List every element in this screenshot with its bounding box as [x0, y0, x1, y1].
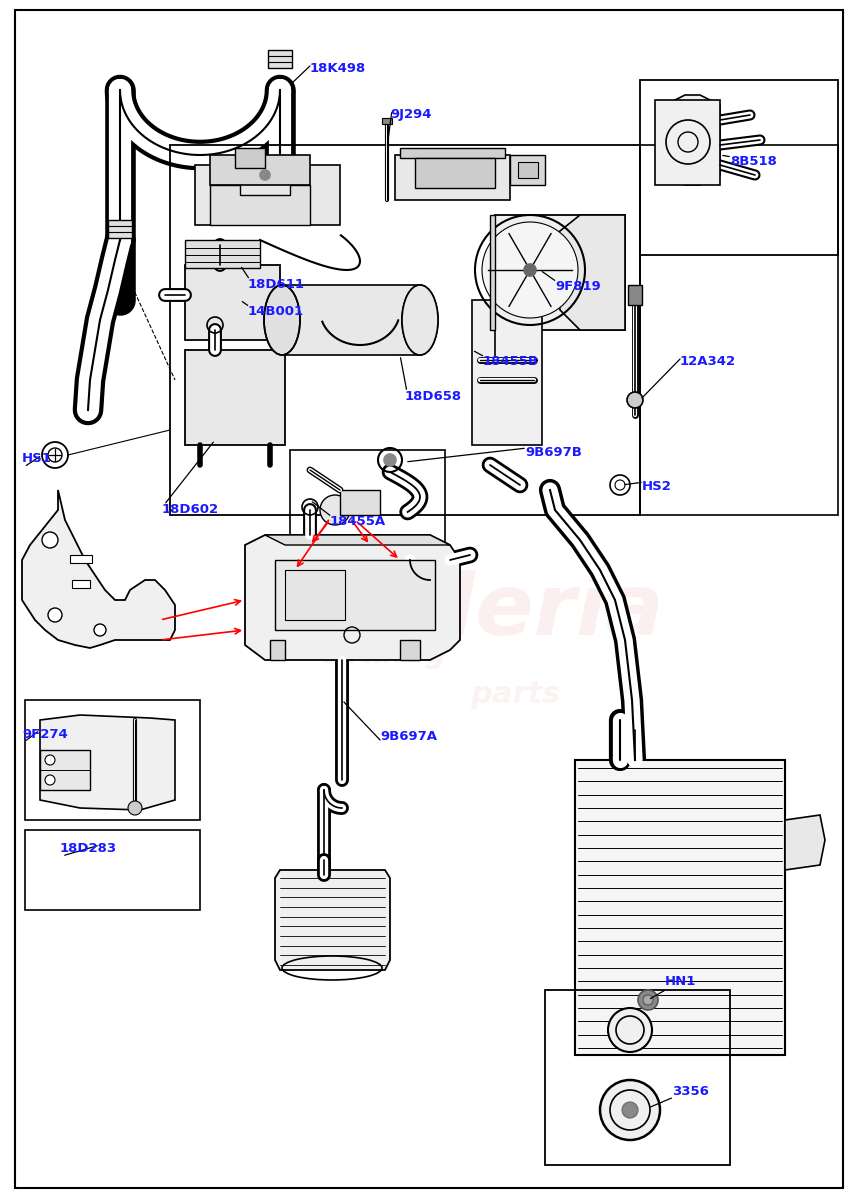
Polygon shape: [265, 535, 450, 545]
Bar: [340, 490, 380, 515]
Circle shape: [45, 755, 55, 766]
Text: catalog: catalog: [320, 640, 447, 670]
Bar: [275, 560, 435, 630]
Text: 9F819: 9F819: [555, 280, 601, 293]
Bar: [235, 148, 265, 168]
Circle shape: [638, 990, 658, 1010]
Circle shape: [643, 995, 653, 1006]
Bar: [628, 284, 642, 305]
Circle shape: [320, 494, 350, 526]
Bar: [72, 580, 90, 588]
Circle shape: [94, 624, 106, 636]
Ellipse shape: [264, 284, 300, 355]
Polygon shape: [785, 815, 825, 870]
Circle shape: [622, 1102, 638, 1118]
Bar: [25, 700, 200, 820]
Circle shape: [600, 1080, 660, 1140]
Bar: [25, 830, 200, 910]
Polygon shape: [40, 715, 175, 810]
Bar: [575, 760, 785, 1055]
Bar: [290, 450, 445, 560]
Text: 9J294: 9J294: [390, 108, 432, 121]
Circle shape: [128, 802, 142, 815]
Bar: [185, 265, 280, 340]
Text: 8B518: 8B518: [730, 155, 776, 168]
Polygon shape: [395, 155, 510, 200]
Text: parts: parts: [470, 680, 560, 709]
Text: 18455A: 18455A: [330, 515, 386, 528]
Text: HS1: HS1: [22, 452, 51, 464]
Text: 3356: 3356: [672, 1085, 709, 1098]
Bar: [510, 155, 545, 185]
Text: 9B697B: 9B697B: [525, 446, 582, 458]
Bar: [285, 570, 345, 620]
Circle shape: [608, 1008, 652, 1052]
Bar: [382, 118, 392, 124]
Text: HS2: HS2: [642, 480, 672, 493]
Polygon shape: [400, 148, 505, 158]
Polygon shape: [490, 215, 495, 330]
Circle shape: [260, 170, 270, 180]
Bar: [185, 240, 260, 268]
Text: 14B001: 14B001: [248, 305, 304, 318]
Text: 9F274: 9F274: [22, 728, 68, 740]
Polygon shape: [210, 185, 310, 226]
Polygon shape: [495, 215, 625, 330]
Polygon shape: [400, 640, 420, 660]
Bar: [170, 145, 640, 515]
Bar: [545, 990, 730, 1165]
Text: 18D658: 18D658: [405, 390, 462, 403]
Circle shape: [48, 608, 62, 622]
Circle shape: [482, 222, 578, 318]
Bar: [655, 100, 720, 185]
Circle shape: [627, 392, 643, 408]
Text: HN1: HN1: [665, 974, 697, 988]
Bar: [282, 284, 420, 355]
Text: 18D602: 18D602: [162, 503, 219, 516]
Bar: [415, 158, 495, 188]
Bar: [40, 750, 90, 790]
Circle shape: [45, 775, 55, 785]
Text: 18D611: 18D611: [248, 278, 305, 290]
Circle shape: [42, 532, 58, 548]
Bar: [640, 80, 838, 254]
Polygon shape: [195, 164, 340, 226]
Text: scuderia: scuderia: [250, 570, 664, 653]
Polygon shape: [665, 95, 720, 185]
Circle shape: [384, 454, 396, 466]
Text: 12A342: 12A342: [680, 355, 736, 368]
Bar: [268, 50, 292, 68]
Ellipse shape: [402, 284, 438, 355]
Bar: [108, 220, 132, 238]
Bar: [70, 554, 92, 563]
Polygon shape: [270, 640, 285, 660]
Polygon shape: [210, 155, 310, 185]
Text: 9B697A: 9B697A: [380, 730, 437, 743]
Text: 18D283: 18D283: [60, 842, 118, 854]
Polygon shape: [275, 870, 390, 970]
Bar: [472, 300, 542, 445]
Polygon shape: [22, 490, 175, 648]
Polygon shape: [555, 215, 625, 330]
Polygon shape: [245, 535, 460, 660]
Ellipse shape: [402, 284, 438, 355]
Bar: [518, 162, 538, 178]
Circle shape: [524, 264, 536, 276]
Bar: [185, 350, 285, 445]
Text: 18K498: 18K498: [310, 62, 366, 74]
Text: 18455B: 18455B: [483, 355, 539, 368]
